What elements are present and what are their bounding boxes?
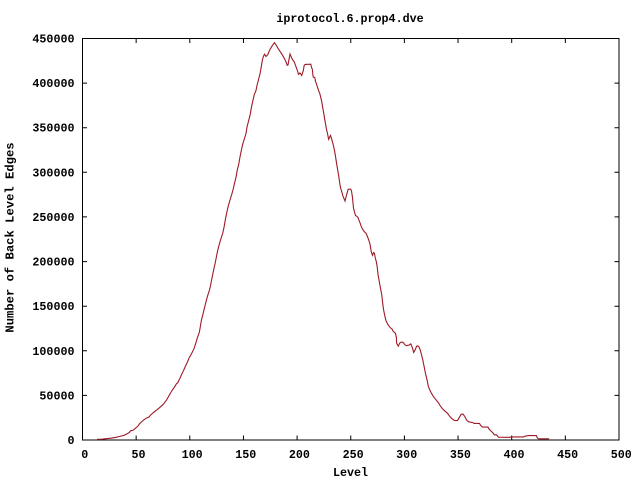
svg-text:50: 50 [131,448,145,462]
svg-text:100: 100 [182,448,203,462]
svg-text:150000: 150000 [32,300,74,314]
svg-text:0: 0 [81,448,88,462]
svg-text:100000: 100000 [32,345,74,359]
svg-text:400: 400 [503,448,524,462]
svg-text:300000: 300000 [32,166,74,180]
svg-text:iprotocol.6.prop4.dve: iprotocol.6.prop4.dve [276,12,423,26]
svg-text:Number of Back Level Edges: Number of Back Level Edges [4,142,18,332]
svg-text:50000: 50000 [39,389,74,403]
svg-text:250: 250 [343,448,364,462]
svg-text:200000: 200000 [32,256,74,270]
svg-text:350: 350 [450,448,471,462]
svg-text:150: 150 [235,448,256,462]
svg-text:400000: 400000 [32,77,74,91]
svg-text:0: 0 [67,434,74,448]
svg-text:Level: Level [333,466,368,480]
svg-text:450000: 450000 [32,33,74,47]
svg-text:250000: 250000 [32,211,74,225]
svg-text:450: 450 [557,448,578,462]
svg-text:350000: 350000 [32,122,74,136]
svg-text:500: 500 [611,448,632,462]
svg-text:200: 200 [289,448,310,462]
svg-text:300: 300 [396,448,417,462]
